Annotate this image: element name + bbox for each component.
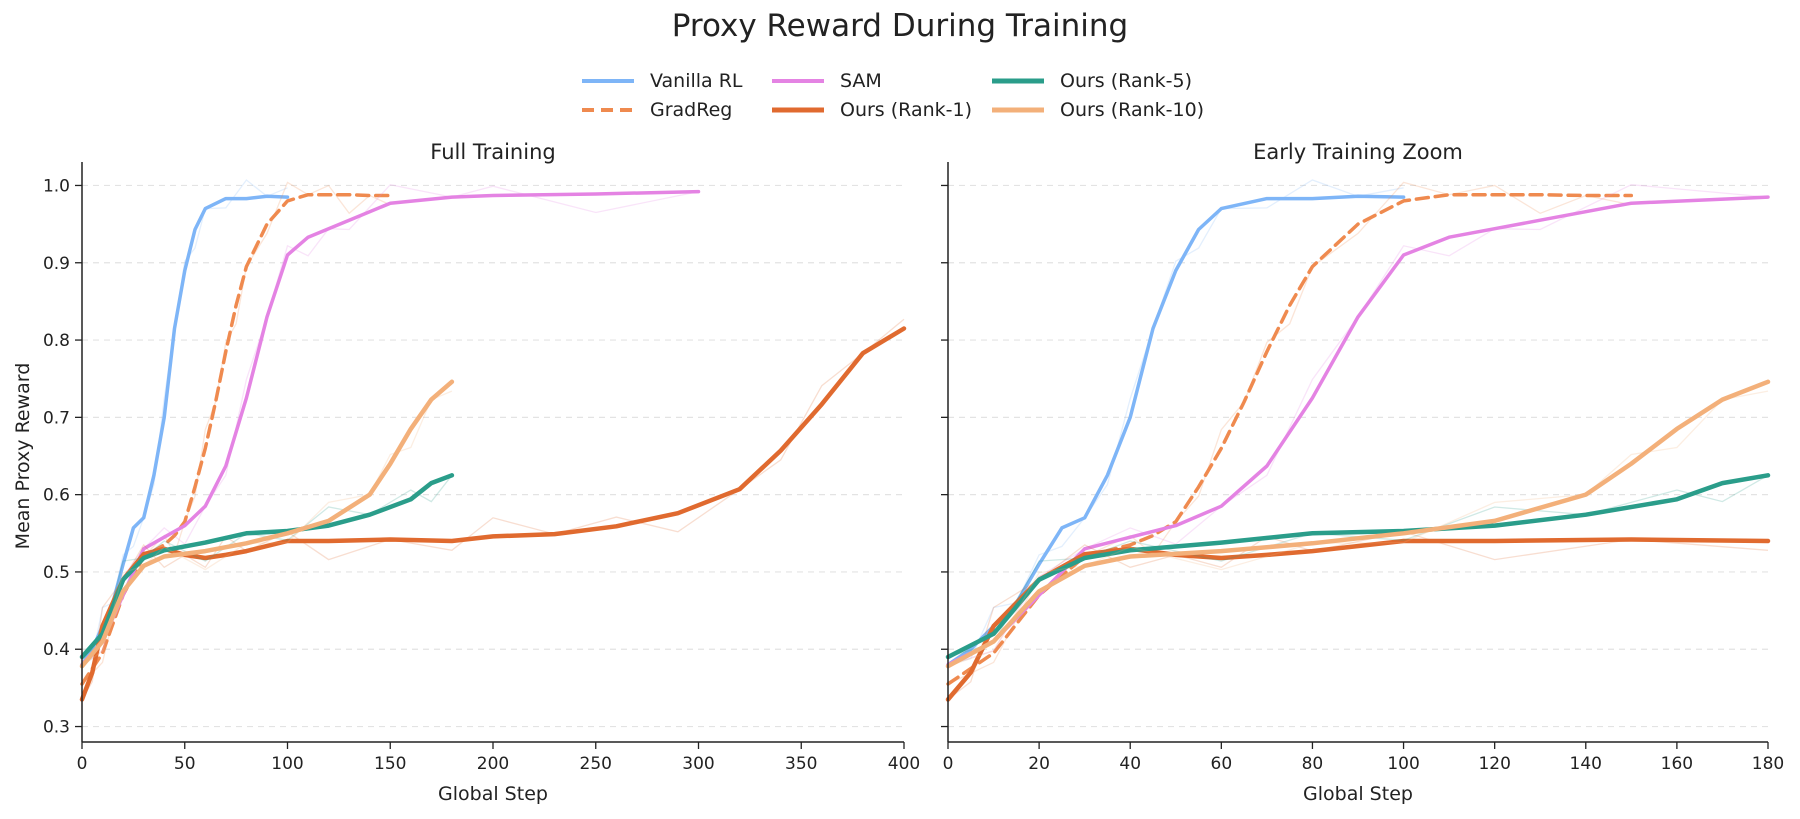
series-raw-line bbox=[947, 179, 1404, 666]
panel-title: Early Training Zoom bbox=[1253, 140, 1463, 164]
legend-swatch bbox=[772, 79, 824, 83]
panel-early-zoom: 0 20 40 60 80 100 120 140 160 180 Early Training Z… bbox=[941, 140, 1784, 805]
series-line bbox=[946, 194, 1406, 667]
x-tick-label: 0 bbox=[943, 754, 954, 774]
x-tick-label: 200 bbox=[477, 754, 509, 774]
legend-item-5: Ours (Rank-10) bbox=[990, 99, 1204, 121]
series-line bbox=[945, 379, 1771, 669]
x-tick-label: 60 bbox=[1211, 754, 1233, 774]
x-tick-label: 40 bbox=[1119, 754, 1141, 774]
legend-label: SAM bbox=[840, 70, 882, 92]
x-tick-label: 80 bbox=[1302, 754, 1324, 774]
y-axis-label: Mean Proxy Reward bbox=[12, 363, 34, 550]
legend-swatch bbox=[582, 79, 634, 83]
series-line bbox=[80, 189, 701, 667]
legend-item-3: Ours (Rank-1) bbox=[770, 99, 972, 121]
series-raw-line bbox=[81, 183, 699, 666]
series-line bbox=[946, 192, 1634, 686]
x-axis-label: Global Step bbox=[438, 783, 548, 805]
y-tick-label: 0.9 bbox=[43, 254, 70, 274]
series-line bbox=[945, 537, 1771, 702]
legend-label: Ours (Rank-5) bbox=[1060, 70, 1192, 92]
x-tick-label: 50 bbox=[174, 754, 196, 774]
figure-title: Proxy Reward During Training bbox=[671, 8, 1129, 44]
legend-label: Ours (Rank-10) bbox=[1060, 99, 1205, 121]
x-axis-label: Global Step bbox=[1303, 783, 1413, 805]
y-tick-label: 1.0 bbox=[43, 176, 70, 196]
series-raw-line bbox=[81, 179, 288, 666]
panel-full-training: 0.3 0.4 0.5 0.6 0.7 0.8 0.9 1.0 0 50 100 150 200 250 3… bbox=[12, 140, 920, 805]
series-raw-line bbox=[947, 531, 1769, 701]
legend-item-4: Ours (Rank-5) bbox=[990, 70, 1192, 92]
legend-label: Ours (Rank-1) bbox=[840, 99, 972, 121]
y-tick-label: 0.7 bbox=[43, 408, 70, 428]
series-raw-line bbox=[81, 318, 905, 700]
legend-swatch bbox=[992, 78, 1044, 84]
series-raw-line bbox=[947, 184, 1769, 666]
x-tick-label: 0 bbox=[77, 754, 88, 774]
y-tick-label: 0.3 bbox=[43, 718, 70, 738]
legend-item-0: Vanilla RL bbox=[580, 70, 743, 92]
series-line bbox=[79, 379, 455, 669]
x-tick-label: 350 bbox=[785, 754, 817, 774]
y-tick-label: 0.5 bbox=[43, 563, 70, 583]
legend-label: GradReg bbox=[650, 99, 733, 121]
x-tick-label: 100 bbox=[271, 754, 303, 774]
x-tick-label: 100 bbox=[1387, 754, 1419, 774]
x-tick-label: 120 bbox=[1478, 754, 1510, 774]
x-tick-label: 20 bbox=[1028, 754, 1050, 774]
x-tick-label: 180 bbox=[1752, 754, 1784, 774]
series-raw-line bbox=[81, 390, 453, 667]
x-tick-label: 400 bbox=[888, 754, 920, 774]
y-tick-label: 0.4 bbox=[43, 640, 70, 660]
y-tick-label: 0.6 bbox=[43, 486, 70, 506]
series-raw-line bbox=[947, 390, 1769, 667]
legend-label: Vanilla RL bbox=[650, 70, 743, 92]
legend-item-1: GradReg bbox=[580, 99, 732, 121]
series-line bbox=[946, 195, 1770, 667]
x-tick-label: 140 bbox=[1570, 754, 1602, 774]
x-tick-label: 150 bbox=[374, 754, 406, 774]
y-tick-label: 0.8 bbox=[43, 331, 70, 351]
legend-swatch bbox=[772, 107, 824, 113]
legend-item-2: SAM bbox=[770, 70, 882, 92]
legend: Vanilla RL GradReg SAM Ours (Rank-1) Ours (R… bbox=[580, 70, 1240, 132]
legend-swatch bbox=[582, 108, 634, 112]
series-line bbox=[945, 473, 1771, 660]
legend-swatch bbox=[992, 107, 1044, 113]
x-tick-label: 300 bbox=[682, 754, 714, 774]
x-tick-label: 250 bbox=[580, 754, 612, 774]
series-line bbox=[80, 192, 393, 686]
series-line bbox=[79, 473, 455, 660]
series-line bbox=[79, 326, 907, 702]
panel-title: Full Training bbox=[430, 140, 555, 164]
x-tick-label: 160 bbox=[1661, 754, 1693, 774]
